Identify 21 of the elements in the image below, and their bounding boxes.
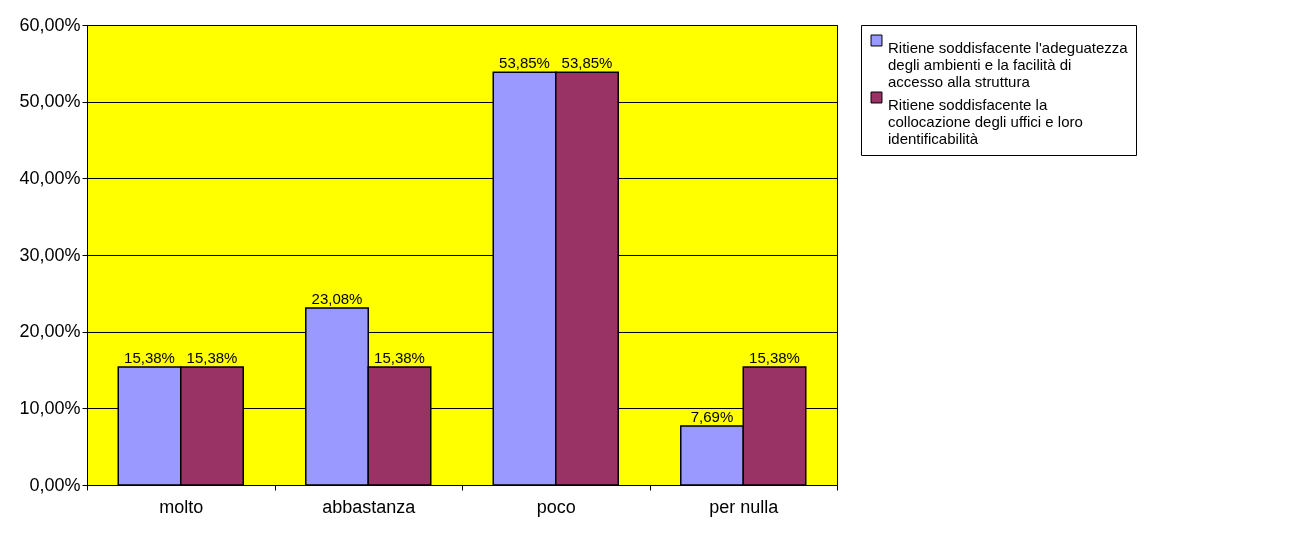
x-tick-label: molto <box>159 496 204 517</box>
y-tick-label: 10,00% <box>19 397 81 418</box>
legend-label: Ritiene soddisfacente la collocazione degli uffici e loro identificabilità <box>888 95 1083 147</box>
data-label: 15,38% <box>374 349 425 367</box>
x-tick-label: poco <box>536 496 576 517</box>
y-tick-label: 50,00% <box>19 91 81 112</box>
data-label: 15,38% <box>749 349 800 367</box>
data-label: 7,69% <box>690 408 734 426</box>
data-label: 15,38% <box>124 349 175 367</box>
x-tick-label: per nulla <box>709 496 780 517</box>
y-tick-label: 20,00% <box>19 321 81 342</box>
y-tick-label: 40,00% <box>19 167 81 188</box>
data-label: 15,38% <box>186 349 238 367</box>
y-tick-label: 30,00% <box>19 244 81 265</box>
legend-label: Ritiene soddisfacente l'adeguatezza degli ambienti e la facilità di accesso alla struttura <box>888 38 1129 90</box>
data-label: 53,85% <box>499 54 550 72</box>
x-tick-label: abbastanza <box>322 496 417 517</box>
y-tick-label: 0,00% <box>29 474 81 495</box>
data-label: 53,85% <box>561 54 613 72</box>
y-tick-label: 60,00% <box>19 14 81 35</box>
data-label: 23,08% <box>311 290 363 308</box>
